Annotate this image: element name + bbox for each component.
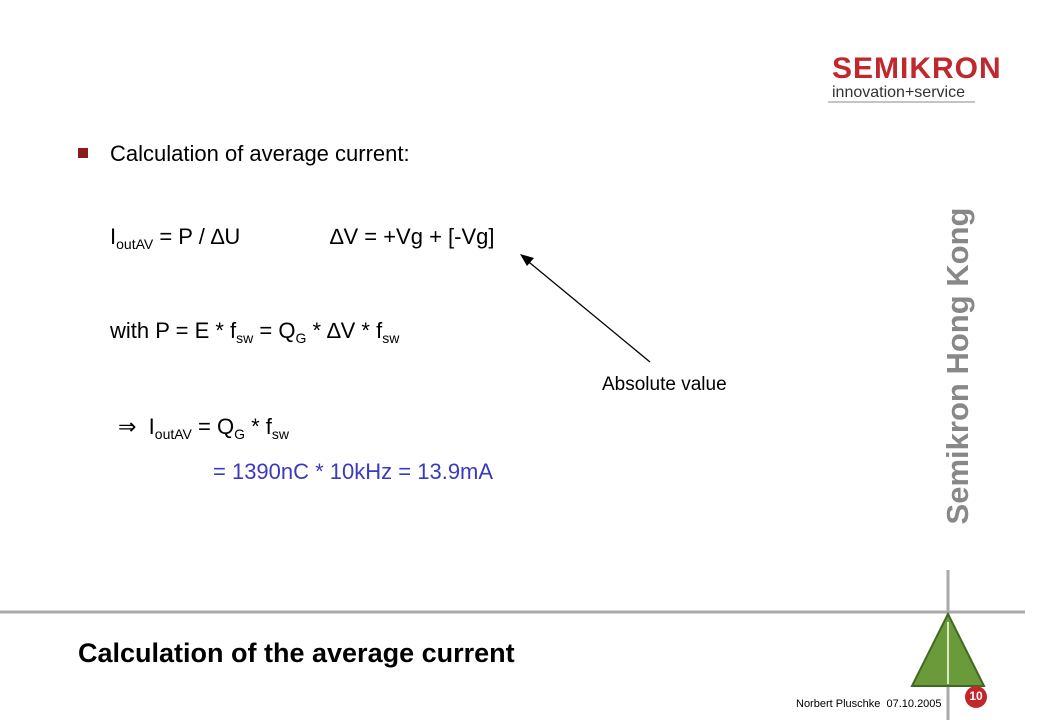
formula: with P = E * fsw = QG * ∆V * fsw: [110, 318, 400, 346]
formula-part: with P = E * f: [110, 318, 237, 343]
formula-part: * f: [244, 414, 272, 439]
formula: IoutAV = P / ∆U: [110, 224, 241, 252]
side-title: Semikron Hong Kong: [940, 207, 975, 525]
subscript: G: [234, 426, 245, 442]
formula: ∆V = +Vg + [-Vg]: [330, 224, 495, 249]
subscript: sw: [271, 426, 289, 442]
logo-brand: SEMIKRON: [832, 52, 1002, 85]
logo-tagline: innovation+service: [832, 84, 965, 101]
annotation: Absolute value: [602, 374, 727, 395]
formula-part: * ∆V * f: [306, 318, 383, 343]
formula-part: ⇒ I: [118, 414, 155, 439]
result: = 1390nC * 10kHz = 13.9mA: [213, 459, 494, 484]
bullet-text: Calculation of average current:: [110, 141, 410, 166]
formula: ⇒ IoutAV = QG * fsw: [118, 414, 289, 442]
formula-part: I: [110, 224, 117, 249]
bullet-marker: [78, 148, 88, 158]
slide-title: Calculation of the average current: [78, 638, 515, 668]
subscript: outAV: [154, 426, 192, 442]
subscript: sw: [236, 330, 254, 346]
page-badge: [965, 686, 987, 708]
subscript: outAV: [116, 236, 154, 252]
formula-part: = Q: [253, 318, 296, 343]
page-number: 10: [969, 689, 983, 703]
formula-part: = Q: [191, 414, 235, 439]
arrow-head: [520, 254, 534, 266]
footer-author: Norbert Pluschke 07.10.2005: [796, 698, 942, 710]
subscript: G: [295, 330, 307, 346]
formula-part: = P / ∆U: [153, 224, 241, 249]
arrow: [523, 257, 651, 363]
subscript: sw: [382, 330, 400, 346]
